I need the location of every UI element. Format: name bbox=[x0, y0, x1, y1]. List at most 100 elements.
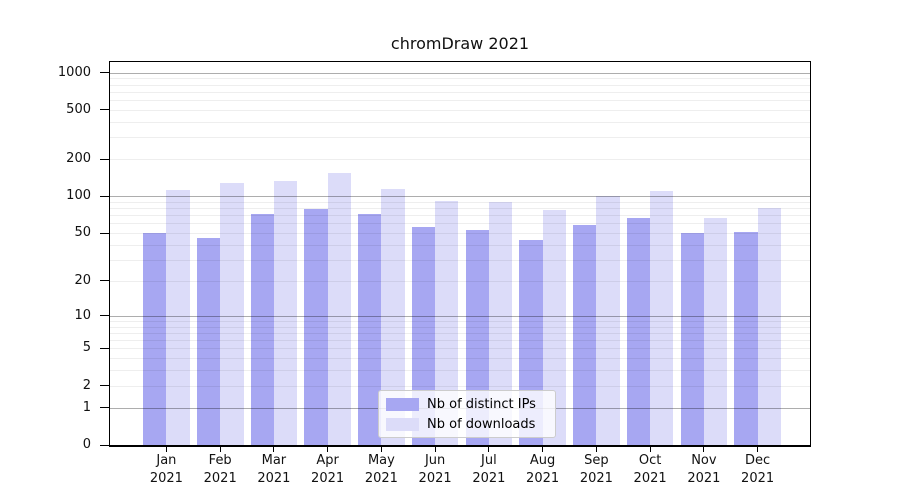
gridline-minor bbox=[110, 358, 810, 360]
legend-swatch-downloads bbox=[386, 417, 419, 431]
gridline-major bbox=[110, 72, 810, 74]
x-tick-label-month: Jun bbox=[424, 453, 446, 468]
gridline-minor bbox=[110, 201, 810, 203]
legend: Nb of distinct IPs Nb of downloads bbox=[378, 390, 556, 438]
legend-label-downloads: Nb of downloads bbox=[427, 416, 536, 432]
x-tick-label-month: Jul bbox=[481, 453, 497, 468]
x-tick bbox=[757, 447, 759, 452]
x-tick-label-year: 2021 bbox=[579, 470, 613, 486]
bar-distinct-ips bbox=[196, 237, 221, 445]
x-tick bbox=[703, 447, 705, 452]
bar-downloads bbox=[542, 209, 566, 445]
x-tick-label-year: 2021 bbox=[633, 470, 667, 486]
bar-distinct-ips bbox=[573, 225, 597, 445]
x-tick bbox=[165, 447, 167, 452]
x-tick-label-month: Nov bbox=[691, 453, 717, 468]
y-tick bbox=[100, 347, 109, 349]
gridline-minor bbox=[110, 215, 810, 217]
x-tick-label: Feb 2021 bbox=[190, 452, 250, 487]
bar-downloads bbox=[273, 180, 298, 445]
gridline-minor bbox=[110, 78, 810, 80]
x-tick-label-year: 2021 bbox=[149, 470, 183, 486]
gridline-minor bbox=[110, 109, 810, 111]
bar-downloads bbox=[327, 173, 352, 445]
y-tick-label: 100 bbox=[66, 188, 91, 204]
x-tick-label-year: 2021 bbox=[418, 470, 452, 486]
y-tick-label: 1000 bbox=[57, 64, 91, 80]
y-tick-label: 2 bbox=[82, 377, 91, 393]
x-tick bbox=[595, 447, 597, 452]
x-tick bbox=[434, 447, 436, 452]
y-tick bbox=[100, 315, 109, 317]
x-tick-label: Sep 2021 bbox=[566, 452, 626, 487]
x-tick-label: Nov 2021 bbox=[674, 452, 734, 487]
gridline-minor bbox=[110, 100, 810, 102]
plot-area: Nb of distinct IPs Nb of downloads bbox=[109, 61, 811, 447]
x-tick-label-month: Dec bbox=[745, 453, 771, 468]
legend-label-distinct-ips: Nb of distinct IPs bbox=[427, 396, 536, 412]
x-tick bbox=[488, 447, 490, 452]
bar-downloads bbox=[488, 201, 513, 445]
y-tick-label: 1 bbox=[82, 399, 91, 415]
bar-downloads bbox=[220, 182, 244, 445]
bar-distinct-ips bbox=[304, 208, 328, 445]
legend-item-distinct-ips: Nb of distinct IPs bbox=[386, 397, 555, 412]
y-tick bbox=[100, 158, 109, 160]
x-tick-label-year: 2021 bbox=[472, 470, 506, 486]
y-tick-label: 500 bbox=[66, 101, 91, 117]
x-tick bbox=[649, 447, 651, 452]
y-tick-label: 200 bbox=[66, 151, 91, 167]
gridline-major bbox=[110, 196, 810, 198]
gridline-minor bbox=[110, 233, 810, 235]
x-tick-label-month: Mar bbox=[261, 453, 287, 468]
x-tick-label-year: 2021 bbox=[526, 470, 560, 486]
y-tick bbox=[100, 195, 109, 197]
bar-downloads bbox=[596, 196, 620, 445]
x-tick-label: Oct 2021 bbox=[620, 452, 680, 487]
x-tick-label-year: 2021 bbox=[203, 470, 237, 486]
gridline-minor bbox=[110, 137, 810, 139]
bar-distinct-ips bbox=[626, 217, 651, 445]
x-tick-label-year: 2021 bbox=[257, 470, 291, 486]
bar-downloads bbox=[703, 217, 728, 445]
bar-downloads bbox=[757, 207, 781, 445]
y-tick bbox=[100, 407, 109, 409]
x-tick-label-month: Sep bbox=[584, 453, 609, 468]
x-tick-label: Jan 2021 bbox=[136, 452, 196, 487]
x-tick-label-year: 2021 bbox=[311, 470, 345, 486]
y-tick bbox=[100, 232, 109, 234]
x-tick-label-month: Apr bbox=[316, 453, 339, 468]
gridline-minor bbox=[110, 159, 810, 161]
chart-title: chromDraw 2021 bbox=[390, 34, 530, 53]
gridline-minor bbox=[110, 326, 810, 328]
gridline-minor bbox=[110, 223, 810, 225]
gridline-minor bbox=[110, 208, 810, 210]
gridline-minor bbox=[110, 385, 810, 387]
x-tick bbox=[542, 447, 544, 452]
gridline-minor bbox=[110, 320, 810, 322]
y-tick bbox=[100, 444, 109, 446]
x-tick-label: Apr 2021 bbox=[298, 452, 358, 487]
bar-downloads bbox=[650, 190, 674, 445]
x-tick-label-year: 2021 bbox=[687, 470, 721, 486]
bar-distinct-ips bbox=[680, 233, 704, 445]
gridline-minor bbox=[110, 280, 810, 282]
y-tick bbox=[100, 109, 109, 111]
x-tick-label: Dec 2021 bbox=[728, 452, 788, 487]
y-tick-label: 0 bbox=[82, 437, 91, 452]
x-tick-label: Mar 2021 bbox=[244, 452, 304, 487]
gridline-minor bbox=[110, 259, 810, 261]
x-tick-label-month: Jan bbox=[156, 453, 177, 468]
x-tick bbox=[380, 447, 382, 452]
x-tick-label: Jul 2021 bbox=[459, 452, 519, 487]
y-tick bbox=[100, 280, 109, 282]
legend-item-downloads: Nb of downloads bbox=[386, 417, 555, 432]
x-tick bbox=[273, 447, 275, 452]
y-tick-label: 50 bbox=[74, 225, 91, 241]
y-tick bbox=[100, 385, 109, 387]
x-tick-label: Jun 2021 bbox=[405, 452, 465, 487]
x-tick-label-month: Feb bbox=[208, 453, 232, 468]
bar-distinct-ips bbox=[143, 233, 167, 445]
bar-distinct-ips bbox=[250, 213, 274, 445]
gridline-minor bbox=[110, 91, 810, 93]
